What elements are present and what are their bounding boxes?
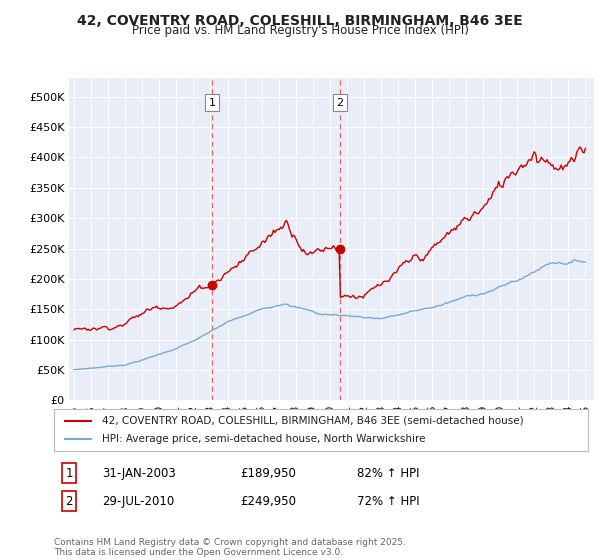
Text: 42, COVENTRY ROAD, COLESHILL, BIRMINGHAM, B46 3EE: 42, COVENTRY ROAD, COLESHILL, BIRMINGHAM… bbox=[77, 14, 523, 28]
Text: 1: 1 bbox=[208, 97, 215, 108]
Text: 29-JUL-2010: 29-JUL-2010 bbox=[102, 494, 174, 508]
Text: 82% ↑ HPI: 82% ↑ HPI bbox=[357, 466, 419, 480]
Text: Price paid vs. HM Land Registry's House Price Index (HPI): Price paid vs. HM Land Registry's House … bbox=[131, 24, 469, 37]
Text: 31-JAN-2003: 31-JAN-2003 bbox=[102, 466, 176, 480]
Text: HPI: Average price, semi-detached house, North Warwickshire: HPI: Average price, semi-detached house,… bbox=[102, 434, 425, 444]
Text: 1: 1 bbox=[65, 466, 73, 480]
Text: 72% ↑ HPI: 72% ↑ HPI bbox=[357, 494, 419, 508]
Text: £249,950: £249,950 bbox=[240, 494, 296, 508]
Text: Contains HM Land Registry data © Crown copyright and database right 2025.
This d: Contains HM Land Registry data © Crown c… bbox=[54, 538, 406, 557]
Text: 42, COVENTRY ROAD, COLESHILL, BIRMINGHAM, B46 3EE (semi-detached house): 42, COVENTRY ROAD, COLESHILL, BIRMINGHAM… bbox=[102, 416, 524, 426]
Text: 2: 2 bbox=[65, 494, 73, 508]
Text: 2: 2 bbox=[336, 97, 343, 108]
Text: £189,950: £189,950 bbox=[240, 466, 296, 480]
